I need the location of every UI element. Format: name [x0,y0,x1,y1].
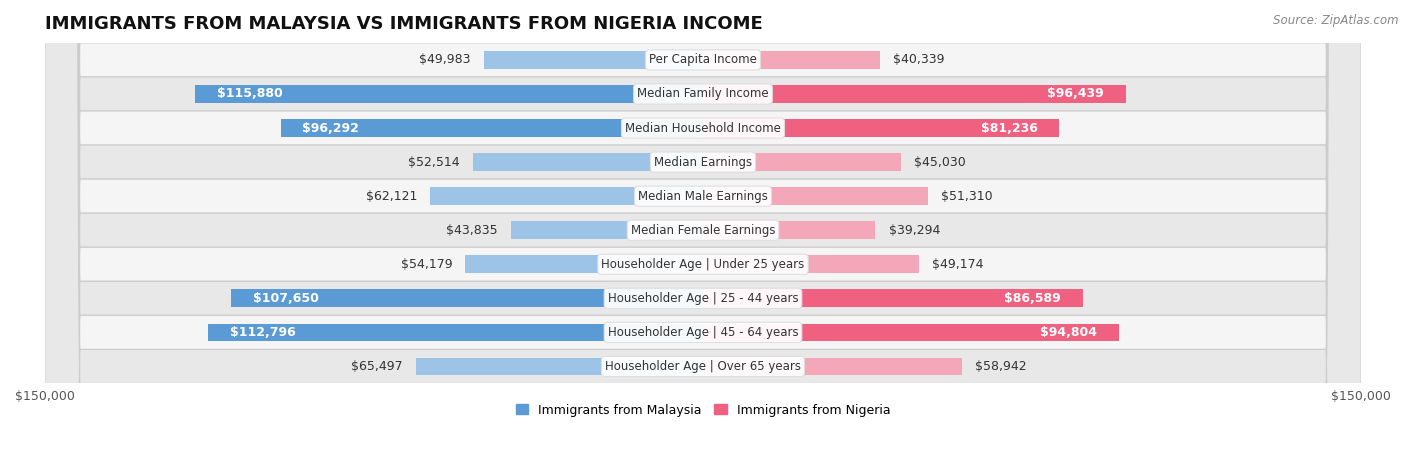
Bar [231,290,703,307]
Bar [703,187,928,205]
Text: $94,804: $94,804 [1040,326,1097,339]
Text: $81,236: $81,236 [980,121,1038,134]
Bar [703,221,876,239]
Text: $96,439: $96,439 [1047,87,1104,100]
Text: $62,121: $62,121 [366,190,418,203]
Text: $86,589: $86,589 [1004,292,1062,305]
Text: Householder Age | Over 65 years: Householder Age | Over 65 years [605,360,801,373]
Text: $65,497: $65,497 [352,360,402,373]
Text: $49,983: $49,983 [419,53,471,66]
Text: $43,835: $43,835 [446,224,498,237]
Bar [703,85,1126,103]
Text: IMMIGRANTS FROM MALAYSIA VS IMMIGRANTS FROM NIGERIA INCOME: IMMIGRANTS FROM MALAYSIA VS IMMIGRANTS F… [45,15,762,33]
Text: Per Capita Income: Per Capita Income [650,53,756,66]
Text: $115,880: $115,880 [217,87,283,100]
FancyBboxPatch shape [45,0,1361,467]
Bar [465,255,703,273]
Text: Householder Age | 45 - 64 years: Householder Age | 45 - 64 years [607,326,799,339]
FancyBboxPatch shape [45,0,1361,467]
Text: $58,942: $58,942 [974,360,1026,373]
FancyBboxPatch shape [45,0,1361,467]
Text: Median Female Earnings: Median Female Earnings [631,224,775,237]
FancyBboxPatch shape [45,0,1361,467]
Bar [510,221,703,239]
FancyBboxPatch shape [45,0,1361,467]
Bar [281,119,703,137]
Text: Median Household Income: Median Household Income [626,121,780,134]
Text: $40,339: $40,339 [893,53,945,66]
Text: Median Male Earnings: Median Male Earnings [638,190,768,203]
Text: Median Family Income: Median Family Income [637,87,769,100]
FancyBboxPatch shape [45,0,1361,467]
Text: $49,174: $49,174 [932,258,983,271]
Bar [703,153,901,171]
FancyBboxPatch shape [45,0,1361,467]
Bar [472,153,703,171]
Bar [703,358,962,375]
FancyBboxPatch shape [45,0,1361,467]
FancyBboxPatch shape [45,0,1361,467]
Bar [703,119,1059,137]
Bar [194,85,703,103]
Bar [703,324,1119,341]
Text: $96,292: $96,292 [302,121,360,134]
Text: Householder Age | Under 25 years: Householder Age | Under 25 years [602,258,804,271]
Text: $107,650: $107,650 [253,292,319,305]
Text: $45,030: $45,030 [914,156,966,169]
Bar [703,290,1083,307]
Bar [208,324,703,341]
FancyBboxPatch shape [45,0,1361,467]
Bar [703,51,880,69]
Text: Householder Age | 25 - 44 years: Householder Age | 25 - 44 years [607,292,799,305]
Text: Source: ZipAtlas.com: Source: ZipAtlas.com [1274,14,1399,27]
Text: $54,179: $54,179 [401,258,453,271]
Bar [416,358,703,375]
Bar [484,51,703,69]
Text: $39,294: $39,294 [889,224,941,237]
Text: $51,310: $51,310 [941,190,993,203]
Text: Median Earnings: Median Earnings [654,156,752,169]
Text: $52,514: $52,514 [408,156,460,169]
Text: $112,796: $112,796 [231,326,295,339]
Bar [430,187,703,205]
Legend: Immigrants from Malaysia, Immigrants from Nigeria: Immigrants from Malaysia, Immigrants fro… [510,398,896,422]
Bar [703,255,918,273]
